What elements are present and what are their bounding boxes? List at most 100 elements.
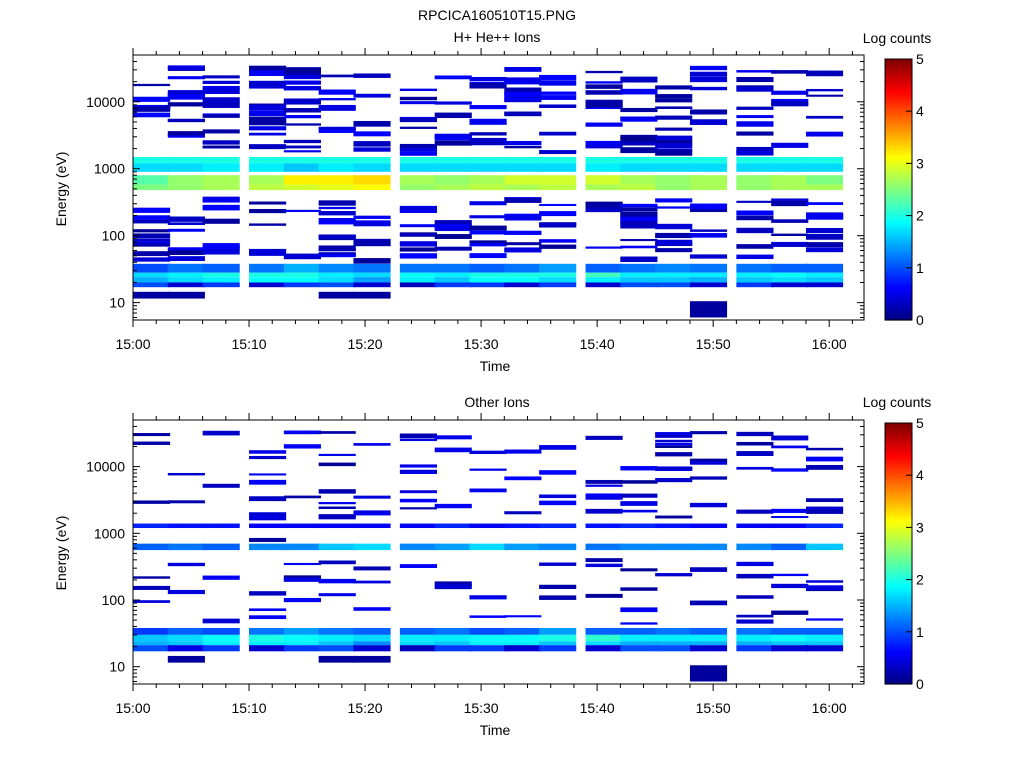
heatmap-cell-sparse (736, 146, 774, 153)
heatmap-cell-sparse (283, 100, 321, 105)
colorbar-step (885, 91, 912, 95)
heatmap-cell-sparse (655, 573, 693, 577)
heatmap-cell (736, 641, 774, 646)
heatmap-cell (434, 175, 472, 185)
heatmap-cell (504, 634, 542, 642)
heatmap-cell-sparse (353, 510, 391, 515)
heatmap-cell (504, 272, 542, 278)
heatmap-cell (202, 543, 240, 551)
heatmap-cell (434, 628, 472, 635)
colorbar-step (885, 193, 912, 197)
colorbar-step (885, 566, 912, 570)
heatmap-cell-sparse (399, 233, 438, 237)
heatmap-cell-sparse (736, 614, 774, 618)
heatmap-cell (655, 282, 693, 288)
heatmap-cell-sparse (805, 464, 844, 470)
colorbar-step (885, 87, 912, 91)
colorbar-step (885, 664, 912, 668)
colorbar-step (885, 536, 912, 539)
colorbar-step (885, 679, 912, 683)
heatmap-cell (620, 523, 658, 529)
heatmap-cell-sparse (283, 67, 321, 74)
heatmap-cell (585, 645, 623, 652)
heatmap-cell-sparse (318, 560, 356, 565)
heatmap-cell-sparse (353, 607, 391, 611)
heatmap-cell (318, 156, 356, 164)
heatmap-cell-sparse (202, 204, 240, 211)
colorbar-step (885, 507, 912, 511)
colorbar-step (885, 293, 912, 297)
heatmap-cell (399, 645, 438, 652)
heatmap-cell-sparse (771, 242, 809, 247)
colorbar-step (885, 603, 912, 607)
colorbar-step (885, 246, 912, 249)
heatmap-cell (539, 163, 577, 172)
heatmap-cell (353, 628, 391, 635)
heatmap-cell-sparse (805, 214, 844, 220)
heatmap-cell (202, 184, 240, 191)
heatmap-cell-sparse (736, 431, 774, 437)
heatmap-cell-sparse (202, 88, 240, 95)
colorbar-step (885, 625, 912, 629)
heatmap-cell-sparse (620, 622, 658, 625)
colorbar-step (885, 466, 912, 470)
heatmap-cell (249, 523, 287, 529)
colorbar-step (885, 276, 912, 280)
colorbar-step (885, 76, 912, 80)
colorbar-step (885, 668, 912, 672)
heatmap-cell-sparse (202, 75, 240, 79)
heatmap-cell-sparse (434, 133, 472, 139)
colorbar-step (885, 427, 912, 431)
heatmap-cell (353, 543, 391, 551)
heatmap-cell-sparse (399, 253, 438, 259)
y-tick-label: 1000 (94, 161, 125, 177)
colorbar-step (885, 616, 912, 620)
heatmap-cell-low (167, 655, 205, 663)
colorbar-step (885, 143, 912, 147)
heatmap-cell-sparse (353, 221, 391, 227)
heatmap-cell-sparse (736, 215, 774, 221)
heatmap-cell-sparse (620, 222, 658, 229)
heatmap-cell-sparse (620, 501, 658, 506)
colorbar-step (885, 503, 912, 507)
colorbar-step (885, 425, 912, 428)
heatmap-cell (689, 263, 728, 273)
heatmap-cell-sparse (585, 70, 623, 74)
heatmap-cell (202, 634, 240, 642)
heatmap-cell-sparse (249, 80, 287, 87)
heatmap-cell (283, 163, 321, 172)
x-tick-label: 15:40 (580, 700, 615, 716)
heatmap-cell-sparse (202, 575, 240, 580)
heatmap-cell (399, 277, 438, 283)
heatmap-cell-sparse (504, 97, 542, 100)
heatmap-cell-sparse (249, 450, 287, 454)
heatmap-cell-sparse (202, 145, 240, 148)
colorbar-step (885, 263, 912, 267)
heatmap-cell-sparse (620, 216, 658, 222)
heatmap-cell-sparse (689, 502, 728, 508)
heatmap-cell-sparse (434, 503, 472, 509)
heatmap-cell-sparse (469, 241, 507, 247)
colorbar-tick-label: 0 (916, 312, 924, 328)
heatmap-cell (689, 163, 728, 172)
heatmap-cell-sparse (133, 585, 171, 590)
heatmap-cell-sparse (353, 513, 391, 516)
colorbar-step (885, 590, 912, 594)
heatmap-cell-sparse (249, 120, 287, 126)
colorbar-step (885, 69, 912, 73)
heatmap-cell-sparse (655, 138, 693, 145)
heatmap-cell-low (353, 291, 391, 299)
heatmap-cell (353, 634, 391, 642)
heatmap-cell-sparse (539, 203, 577, 206)
heatmap-cell-sparse (133, 96, 171, 102)
heatmap-cell (353, 163, 391, 172)
heatmap-cell-sparse (167, 76, 205, 80)
colorbar-step (885, 442, 912, 446)
heatmap-cell-sparse (585, 81, 623, 84)
heatmap-cell-sparse (469, 105, 507, 110)
colorbar-step (885, 573, 912, 576)
heatmap-cell-sparse (539, 80, 577, 86)
heatmap-cell (539, 282, 577, 288)
heatmap-cell (689, 523, 728, 529)
heatmap-cell (504, 645, 542, 652)
